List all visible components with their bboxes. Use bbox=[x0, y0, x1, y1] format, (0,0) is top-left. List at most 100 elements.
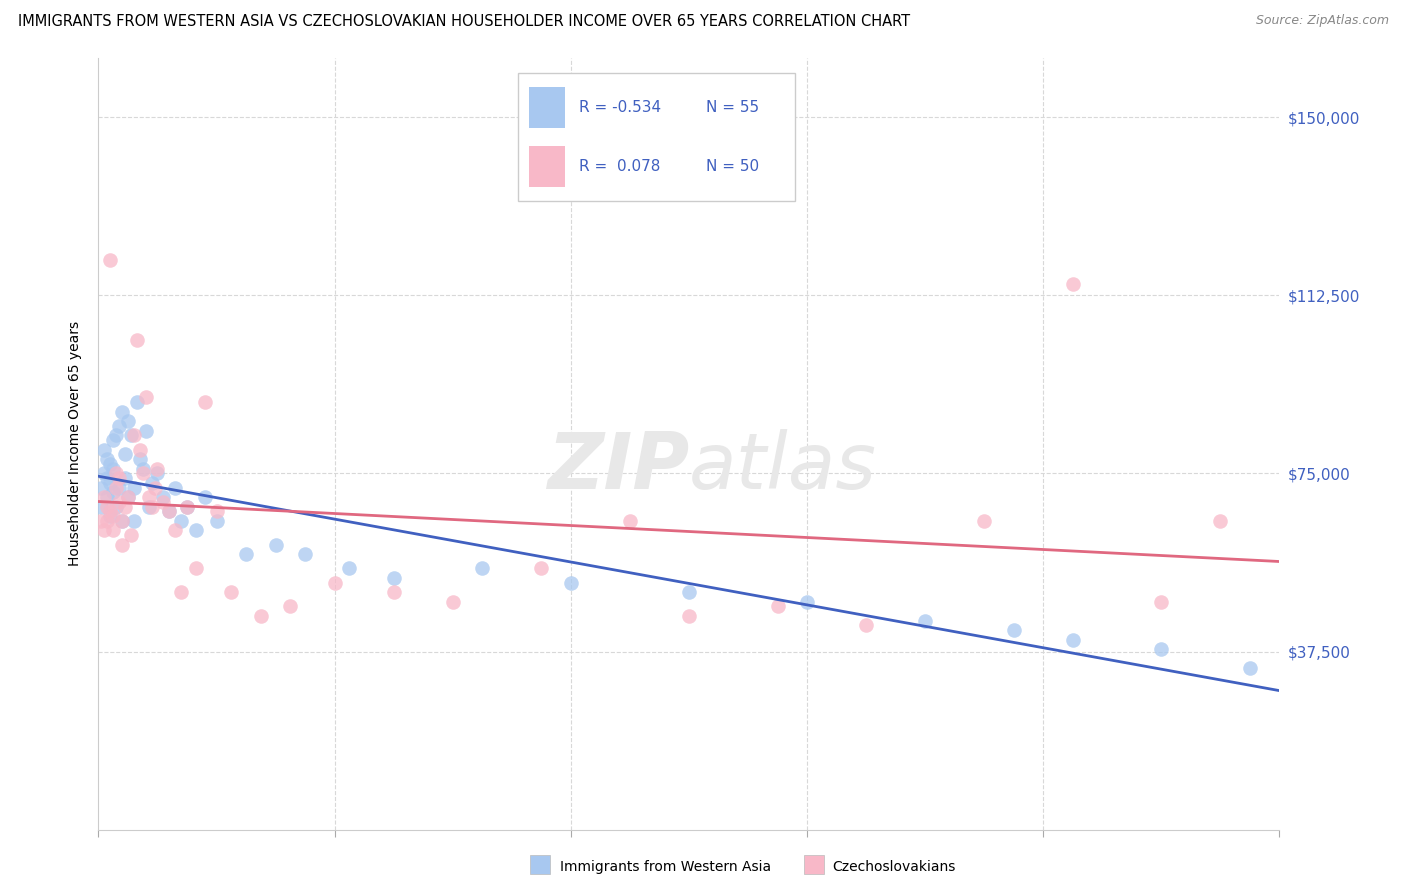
Point bbox=[152, 490, 174, 504]
Point bbox=[128, 452, 150, 467]
Point bbox=[152, 495, 174, 509]
Text: Czechoslovakians: Czechoslovakians bbox=[832, 860, 956, 874]
Point bbox=[184, 561, 207, 575]
Point bbox=[221, 585, 243, 599]
Point bbox=[96, 471, 118, 485]
Point bbox=[170, 585, 193, 599]
Point bbox=[105, 467, 128, 481]
Point bbox=[114, 500, 136, 514]
Point bbox=[294, 547, 316, 561]
Point bbox=[132, 461, 155, 475]
Point bbox=[90, 500, 112, 514]
Point bbox=[98, 457, 121, 471]
Point bbox=[141, 500, 163, 514]
Point bbox=[914, 614, 936, 628]
Point bbox=[619, 514, 641, 528]
Bar bbox=[530, 855, 550, 873]
Point bbox=[103, 524, 125, 538]
Point bbox=[471, 561, 494, 575]
Text: Immigrants from Western Asia: Immigrants from Western Asia bbox=[560, 860, 770, 874]
Point bbox=[235, 547, 257, 561]
Point bbox=[205, 504, 228, 518]
Point bbox=[117, 490, 139, 504]
Point bbox=[1150, 594, 1173, 608]
Y-axis label: Householder Income Over 65 years: Householder Income Over 65 years bbox=[69, 321, 83, 566]
Point bbox=[125, 334, 148, 348]
Point bbox=[93, 490, 115, 504]
Point bbox=[103, 434, 125, 448]
Point bbox=[114, 471, 136, 485]
Point bbox=[125, 395, 148, 409]
Point bbox=[141, 475, 163, 490]
Point bbox=[120, 528, 142, 542]
Point bbox=[1002, 623, 1025, 637]
Point bbox=[105, 500, 128, 514]
Point bbox=[205, 514, 228, 528]
Point bbox=[157, 504, 180, 518]
Point bbox=[103, 461, 125, 475]
Point bbox=[98, 504, 121, 518]
Point bbox=[96, 490, 118, 504]
Point bbox=[973, 514, 995, 528]
Point bbox=[855, 618, 877, 632]
Point bbox=[117, 490, 139, 504]
Point bbox=[105, 481, 128, 495]
Point bbox=[1150, 642, 1173, 657]
Point bbox=[1209, 514, 1232, 528]
Point bbox=[138, 500, 160, 514]
Point bbox=[114, 447, 136, 461]
Point bbox=[678, 585, 700, 599]
Point bbox=[122, 481, 145, 495]
Point bbox=[194, 395, 217, 409]
Point bbox=[135, 424, 157, 438]
Point bbox=[111, 514, 134, 528]
Point bbox=[1239, 661, 1261, 675]
Point bbox=[184, 524, 207, 538]
Point bbox=[132, 467, 155, 481]
Text: Source: ZipAtlas.com: Source: ZipAtlas.com bbox=[1256, 14, 1389, 28]
Point bbox=[108, 481, 131, 495]
Point bbox=[157, 504, 180, 518]
Point bbox=[90, 514, 112, 528]
Point bbox=[560, 575, 582, 590]
Point bbox=[98, 509, 121, 524]
Point bbox=[108, 471, 131, 485]
Text: IMMIGRANTS FROM WESTERN ASIA VS CZECHOSLOVAKIAN HOUSEHOLDER INCOME OVER 65 YEARS: IMMIGRANTS FROM WESTERN ASIA VS CZECHOSL… bbox=[18, 14, 911, 29]
Point bbox=[111, 538, 134, 552]
Point bbox=[90, 481, 112, 495]
Bar bbox=[804, 855, 824, 873]
Point bbox=[766, 599, 789, 614]
Point bbox=[170, 514, 193, 528]
Point bbox=[103, 485, 125, 500]
Point bbox=[441, 594, 464, 608]
Point bbox=[165, 524, 187, 538]
Point bbox=[194, 490, 217, 504]
Point bbox=[98, 252, 121, 267]
Point bbox=[128, 442, 150, 457]
Point bbox=[105, 428, 128, 442]
Point bbox=[678, 608, 700, 623]
Point bbox=[93, 467, 115, 481]
Point bbox=[96, 514, 118, 528]
Point bbox=[93, 442, 115, 457]
Point bbox=[111, 405, 134, 419]
Point bbox=[103, 509, 125, 524]
Point bbox=[165, 481, 187, 495]
Point bbox=[176, 500, 198, 514]
Point bbox=[339, 561, 361, 575]
Point bbox=[122, 428, 145, 442]
Point bbox=[146, 467, 169, 481]
Point bbox=[98, 475, 121, 490]
Point bbox=[176, 500, 198, 514]
Point bbox=[135, 391, 157, 405]
Point bbox=[1062, 632, 1084, 647]
Point bbox=[96, 500, 118, 514]
Point bbox=[93, 524, 115, 538]
Point bbox=[323, 575, 346, 590]
Point bbox=[138, 490, 160, 504]
Point bbox=[1062, 277, 1084, 291]
Point bbox=[117, 414, 139, 428]
Point bbox=[111, 514, 134, 528]
Point bbox=[120, 428, 142, 442]
Point bbox=[250, 608, 273, 623]
